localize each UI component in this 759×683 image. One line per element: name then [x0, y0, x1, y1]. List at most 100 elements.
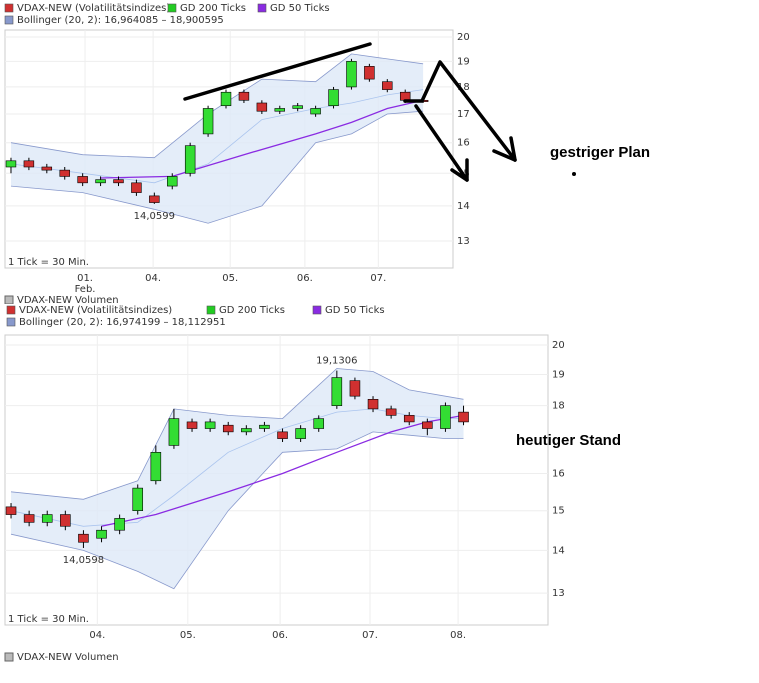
candle-body: [78, 533, 89, 543]
candle-body: [458, 411, 469, 423]
y-tick-label: 20: [552, 340, 565, 351]
chart: 20 19 18 16 15 14 13 04. 05. 06. 07. 08. 1 Tick = 30…: [0, 304, 578, 683]
footer-swatch: [4, 652, 14, 662]
candle-body: [382, 81, 393, 90]
candle-body: [60, 514, 71, 527]
candle-body: [132, 487, 144, 511]
y-tick-label: 13: [457, 236, 470, 247]
candle-body: [277, 431, 288, 439]
candle-body: [331, 377, 343, 406]
legend-swatch: [6, 317, 16, 327]
candle-body: [385, 408, 397, 416]
x-tick-label: 06.: [272, 630, 288, 641]
candle-body: [41, 514, 53, 523]
dot: [572, 172, 576, 176]
candle-body: [167, 176, 178, 187]
plot-frame: [4, 334, 549, 626]
candle-body: [238, 91, 250, 101]
legend-swatch: [6, 305, 16, 315]
legend-swatch: [206, 305, 216, 315]
candle-body: [114, 518, 125, 531]
y-tick-label: 19: [552, 370, 565, 381]
x-month-label: Feb.: [75, 284, 96, 295]
candle-body: [113, 179, 124, 184]
candle-body: [292, 105, 303, 109]
min-label: 14,0598: [63, 555, 104, 566]
annotation: heutiger Stand: [516, 432, 621, 449]
candle-body: [295, 428, 306, 439]
candle-body: [256, 102, 268, 112]
candle-body: [241, 428, 252, 433]
candle-body: [5, 506, 17, 515]
band-lower: [10, 431, 464, 590]
y-tick-label: 14: [457, 201, 470, 212]
hand-drawing: [183, 42, 517, 182]
y-tick-label: 17: [457, 109, 470, 120]
candle-body: [96, 529, 107, 539]
candle-body: [313, 418, 325, 429]
legend-label: Bollinger (20, 2): 16,974199 – 18,112951: [19, 317, 226, 328]
footer-label: VDAX-NEW Volumen: [17, 652, 119, 663]
max-label: 19,1306: [316, 356, 357, 367]
candle-body: [23, 514, 35, 523]
candle-body: [274, 108, 286, 112]
y-tick-label: 16: [457, 138, 470, 149]
candle-body: [204, 421, 216, 429]
y-tick-label: 20: [457, 32, 470, 43]
candle-body: [186, 421, 198, 429]
legend-label: Bollinger (20, 2): 16,964085 – 18,900595: [17, 15, 224, 26]
candle-body: [328, 89, 339, 107]
candle-body: [184, 145, 196, 174]
candle-body: [41, 166, 53, 171]
band-lower: [10, 110, 424, 224]
plan-arrow: [403, 60, 517, 162]
candle-body: [222, 424, 234, 433]
candle-body: [399, 91, 411, 101]
y-tick-label: 15: [552, 506, 565, 517]
candle-body: [149, 195, 160, 203]
candle-body: [131, 182, 142, 193]
legend-swatch: [4, 15, 14, 25]
x-tick-label: 08.: [450, 630, 466, 641]
candle-body: [367, 399, 379, 410]
candle-body: [168, 418, 180, 446]
candle-body: [349, 380, 361, 397]
x-tick-label: 07.: [370, 273, 386, 284]
x-tick-label: 01.: [77, 273, 93, 284]
legend-swatch: [167, 3, 177, 13]
candle-body: [346, 61, 357, 88]
x-tick-label: 07.: [362, 630, 378, 641]
legend-label: GD 50 Ticks: [325, 305, 385, 316]
band-fill: [11, 368, 464, 589]
legend-label: VDAX-NEW (Volatilitätsindizes): [17, 3, 170, 14]
legend-label: GD 200 Ticks: [219, 305, 285, 316]
trend-line: [183, 42, 372, 101]
y-tick-label: 19: [457, 56, 470, 67]
candle-body: [364, 66, 375, 80]
arrow-head: [450, 158, 469, 182]
band-upper: [10, 53, 424, 159]
x-tick-label: 05.: [222, 273, 238, 284]
arrow-head: [492, 136, 517, 162]
min-label: 14,0599: [134, 211, 175, 222]
candle-body: [95, 179, 106, 184]
candle-body: [77, 176, 88, 184]
band-upper: [10, 368, 464, 500]
scale-note: 1 Tick = 30 Min.: [8, 614, 89, 625]
x-tick-label: 04.: [89, 630, 105, 641]
scale-note: 1 Tick = 30 Min.: [8, 257, 89, 268]
y-tick-label: 14: [552, 545, 565, 556]
candle-body: [202, 108, 214, 135]
footer-label: VDAX-NEW Volumen: [17, 295, 119, 306]
line: [101, 414, 464, 527]
candle-body: [150, 452, 162, 482]
legend-swatch: [312, 305, 322, 315]
candle-body: [310, 108, 321, 115]
legend-label: VDAX-NEW (Volatilitätsindizes): [19, 305, 172, 316]
y-tick-label: 13: [552, 588, 565, 599]
candle-body: [5, 160, 17, 168]
candle-body: [403, 415, 415, 423]
y-tick-label: 18: [552, 401, 565, 412]
y-tick-label: 16: [552, 469, 565, 480]
